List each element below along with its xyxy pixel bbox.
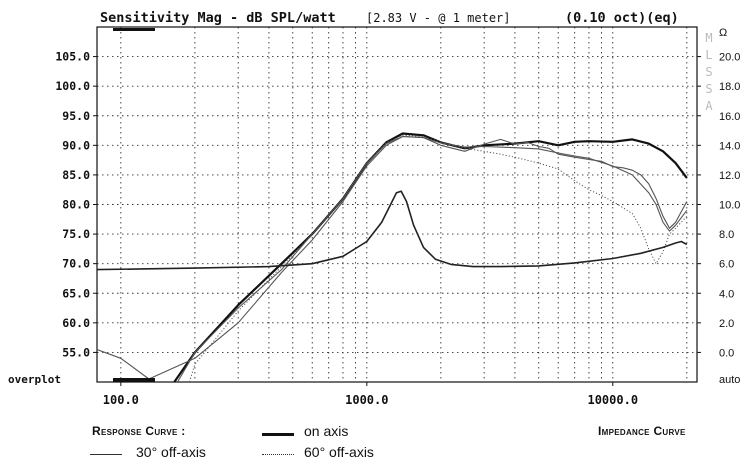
- impedance-tick-label: 4.0: [719, 288, 734, 300]
- x-tick-label: 10000.0: [587, 393, 638, 407]
- series-line-on-axis: [173, 132, 688, 382]
- x-tick-label: 100.0: [103, 393, 139, 407]
- y-tick-label: 75.0: [62, 227, 90, 241]
- y-tick-label: 65.0: [62, 286, 90, 300]
- axis-layer: 55.0 60.0 65.0 70.0 75.0 80.0 85.0 90.0 95.0 100.…: [55, 31, 740, 407]
- y-tick-label: 90.0: [62, 138, 90, 152]
- chart-title: Sensitivity Mag - dB SPL/watt: [100, 10, 336, 26]
- y-tick-label: 70.0: [62, 257, 90, 271]
- series-line-impedance: [97, 190, 688, 271]
- impedance-tick-label: 14.0: [719, 140, 740, 152]
- watermark-letter: A: [705, 99, 713, 113]
- impedance-tick-label: 20.0: [719, 52, 740, 64]
- watermark-letter: L: [705, 48, 712, 62]
- legend-swatch-on-axis: [262, 433, 294, 436]
- impedance-tick-label: 6.0: [719, 259, 734, 271]
- watermark-letter: S: [705, 82, 712, 96]
- legend-swatch-30-off-axis: [90, 454, 122, 455]
- legend-label-60-off-axis: 60° off-axis: [304, 444, 374, 460]
- y-tick-label: 95.0: [62, 109, 90, 123]
- y-tick-label: 100.0: [55, 79, 90, 93]
- impedance-curve-heading: Impedance Curve: [598, 424, 686, 438]
- overplot-label: overplot: [8, 373, 61, 386]
- auto-label: auto: [719, 374, 740, 386]
- impedance-tick-label: 2.0: [719, 318, 734, 330]
- series-line-extra-off-axis: [97, 135, 688, 380]
- series-layer: [97, 132, 688, 382]
- chart-smoothing: (0.10 oct)(eq): [565, 10, 679, 26]
- grid-lines: [97, 27, 697, 382]
- watermark-letter: S: [705, 65, 712, 79]
- legend-label-on-axis: on axis: [304, 423, 349, 439]
- y-tick-label: 105.0: [55, 50, 90, 64]
- legend-label-30-off-axis: 30° off-axis: [136, 444, 206, 460]
- y-tick-label: 80.0: [62, 198, 90, 212]
- x-tick-label: 1000.0: [345, 393, 388, 407]
- legend-heading: Response Curve :: [92, 424, 186, 438]
- y-tick-label: 60.0: [62, 316, 90, 330]
- series-line-30-off-axis: [177, 135, 688, 382]
- y-tick-label: 55.0: [62, 345, 90, 359]
- impedance-tick-label: 18.0: [719, 81, 740, 93]
- impedance-tick-label: 0.0: [719, 347, 734, 359]
- y-tick-label: 85.0: [62, 168, 90, 182]
- impedance-tick-label: 12.0: [719, 170, 740, 182]
- right-axis-unit: Ω: [719, 27, 727, 39]
- impedance-tick-label: 10.0: [719, 200, 740, 212]
- overplot-marker-top: [113, 28, 155, 31]
- chart-subtitle: [2.83 V - @ 1 meter]: [366, 11, 511, 25]
- watermark-letter: M: [705, 31, 712, 45]
- overplot-marker-bottom: [113, 378, 155, 382]
- impedance-tick-label: 16.0: [719, 111, 740, 123]
- impedance-tick-label: 8.0: [719, 229, 734, 241]
- series-line-60-off-axis: [188, 134, 688, 382]
- legend-swatch-60-off-axis: [262, 454, 294, 455]
